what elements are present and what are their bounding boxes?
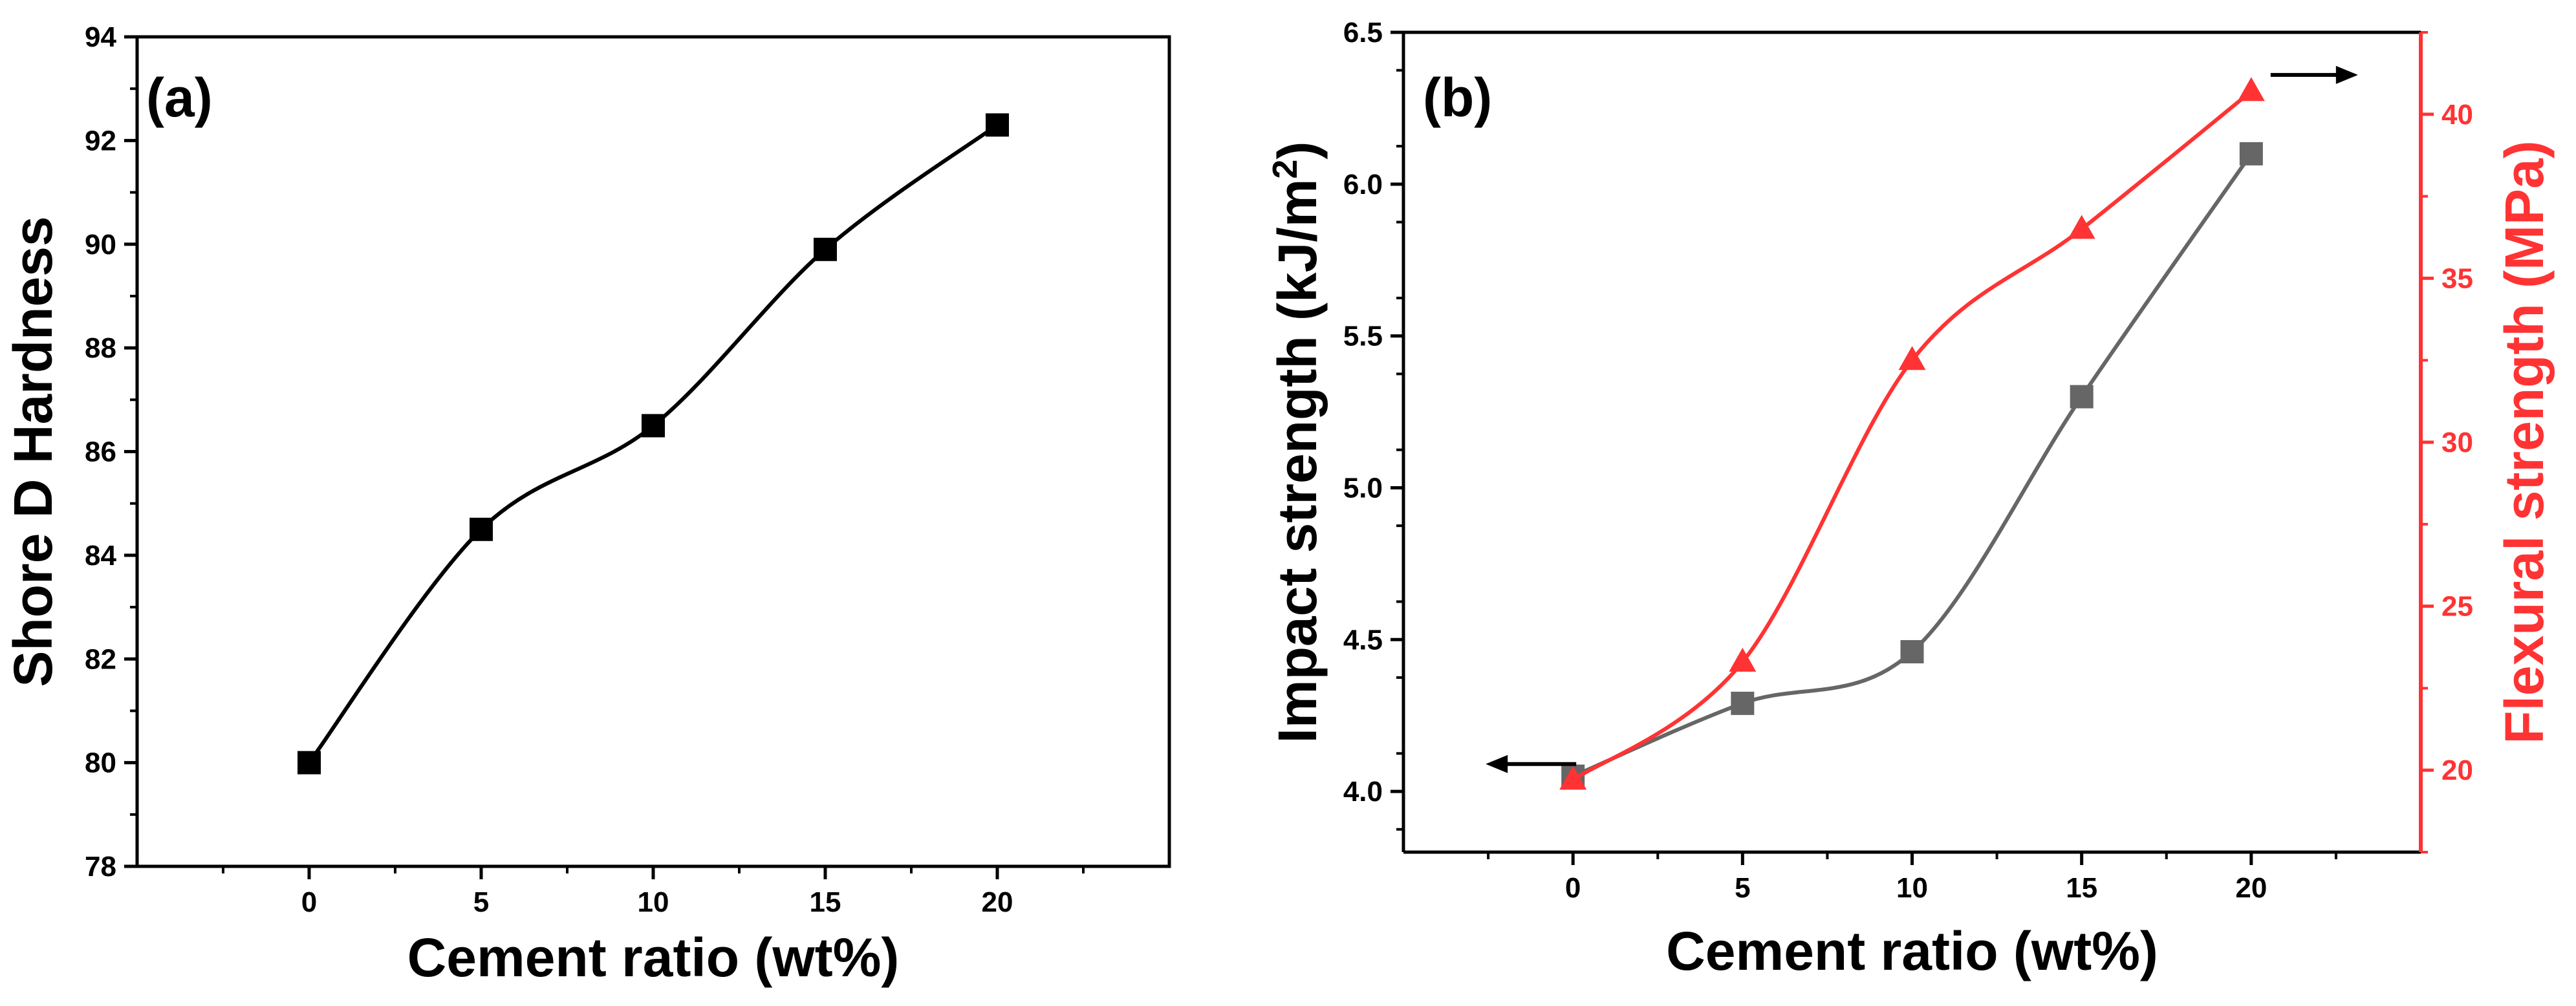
panel-a-ytick-label: 84	[85, 540, 116, 572]
panel-b-ytick-left-label: 6.5	[1343, 17, 1383, 48]
panel-a-ytick-label: 88	[85, 332, 116, 364]
panel-a-ytick-label: 92	[85, 125, 116, 156]
panel-b: 0 5 10 15 20 4.0 4.5 5.0 5.5 6.0 6.5 20 25 30 35 40 Ceme…	[1266, 17, 2555, 981]
panel-a-xtick-label: 5	[473, 886, 489, 918]
panel-a-ytick-label: 90	[85, 229, 116, 261]
panel-b-ylabel-left-sup: 2	[1266, 160, 1304, 179]
panel-b-right-arrow-head	[2335, 65, 2358, 84]
panel-b-ytick-right-label: 30	[2441, 427, 2473, 458]
panel-b-ytick-right-label: 40	[2441, 99, 2473, 131]
panel-a-ylabel: Shore D Hardness	[3, 216, 63, 687]
panel-b-ytick-right-label: 35	[2441, 262, 2473, 294]
panel-a-ytick-label: 80	[85, 747, 116, 779]
panel-a-frame	[135, 35, 1171, 868]
panel-b-xlabel: Cement ratio (wt%)	[1666, 921, 2158, 981]
panel-a-data-point	[470, 517, 493, 541]
panel-b-data-point-left	[1731, 691, 1755, 715]
panel-b-series-line-left	[1572, 153, 2253, 778]
panel-a-ytick-label: 86	[85, 436, 116, 468]
panel-b-data-point-right	[1559, 765, 1587, 790]
panel-b-ytick-left-label: 4.5	[1343, 624, 1383, 656]
panel-a-label: (a)	[146, 67, 213, 128]
panel-b-ylabel-left-main: Impact strength (kJ/m	[1267, 179, 1328, 744]
panel-b-data-point-left	[2070, 385, 2094, 409]
panel-b-series-line-right	[1572, 89, 2253, 782]
panel-b-data-point-right	[1898, 346, 1926, 370]
panel-a-ytick-label: 78	[85, 851, 116, 883]
panel-b-data-point-left	[1900, 640, 1924, 664]
panel-b-ytick-right-label: 25	[2441, 591, 2473, 623]
panel-a-xtick-label: 10	[638, 886, 669, 918]
panel-b-xtick-label: 10	[1896, 872, 1928, 904]
panel-b-ylabel-left-end: )	[1267, 142, 1328, 160]
panel-b-ytick-left-label: 4.0	[1343, 776, 1383, 808]
panel-a-xtick-label: 20	[982, 886, 1013, 918]
panel-a-data-point	[642, 414, 665, 438]
panel-a-xtick-label: 15	[810, 886, 841, 918]
panel-b-ylabel-left: Impact strength (kJ/m2)	[1266, 142, 1328, 744]
panel-b-data-point-right	[2068, 215, 2095, 239]
panel-b-xtick-label: 0	[1565, 872, 1581, 904]
panel-b-data-point-left	[2239, 142, 2263, 166]
panel-b-xtick-label: 20	[2235, 872, 2267, 904]
panel-a-data-point	[814, 237, 837, 261]
panel-b-ytick-left-label: 6.0	[1343, 169, 1383, 200]
panel-b-xtick-label: 15	[2066, 872, 2097, 904]
panel-b-xtick-label: 5	[1735, 872, 1750, 904]
panel-a-ytick-label: 82	[85, 643, 116, 675]
panel-a-data-point	[986, 113, 1009, 137]
panel-b-label: (b)	[1423, 67, 1492, 128]
panel-a: 0 5 10 15 20 78 80 82 84 86 88 90 92 94 Cement ratio (…	[3, 21, 1171, 988]
panel-b-ylabel-right: Flexural strength (MPa)	[2494, 140, 2555, 744]
panel-b-left-arrow-head	[1486, 754, 1508, 773]
panel-b-ytick-left-label: 5.0	[1343, 472, 1383, 504]
panel-a-ytick-label: 94	[85, 21, 116, 53]
panel-b-ytick-right-label: 20	[2441, 754, 2473, 786]
panel-a-data-point	[298, 751, 321, 775]
panel-a-xlabel: Cement ratio (wt%)	[407, 927, 900, 988]
panel-b-data-point-right	[2237, 77, 2265, 102]
panel-b-ytick-left-label: 5.5	[1343, 321, 1383, 352]
panel-b-data-point-right	[1729, 647, 1757, 672]
panel-a-xtick-label: 0	[301, 886, 317, 918]
panel-a-series-line	[307, 123, 999, 764]
